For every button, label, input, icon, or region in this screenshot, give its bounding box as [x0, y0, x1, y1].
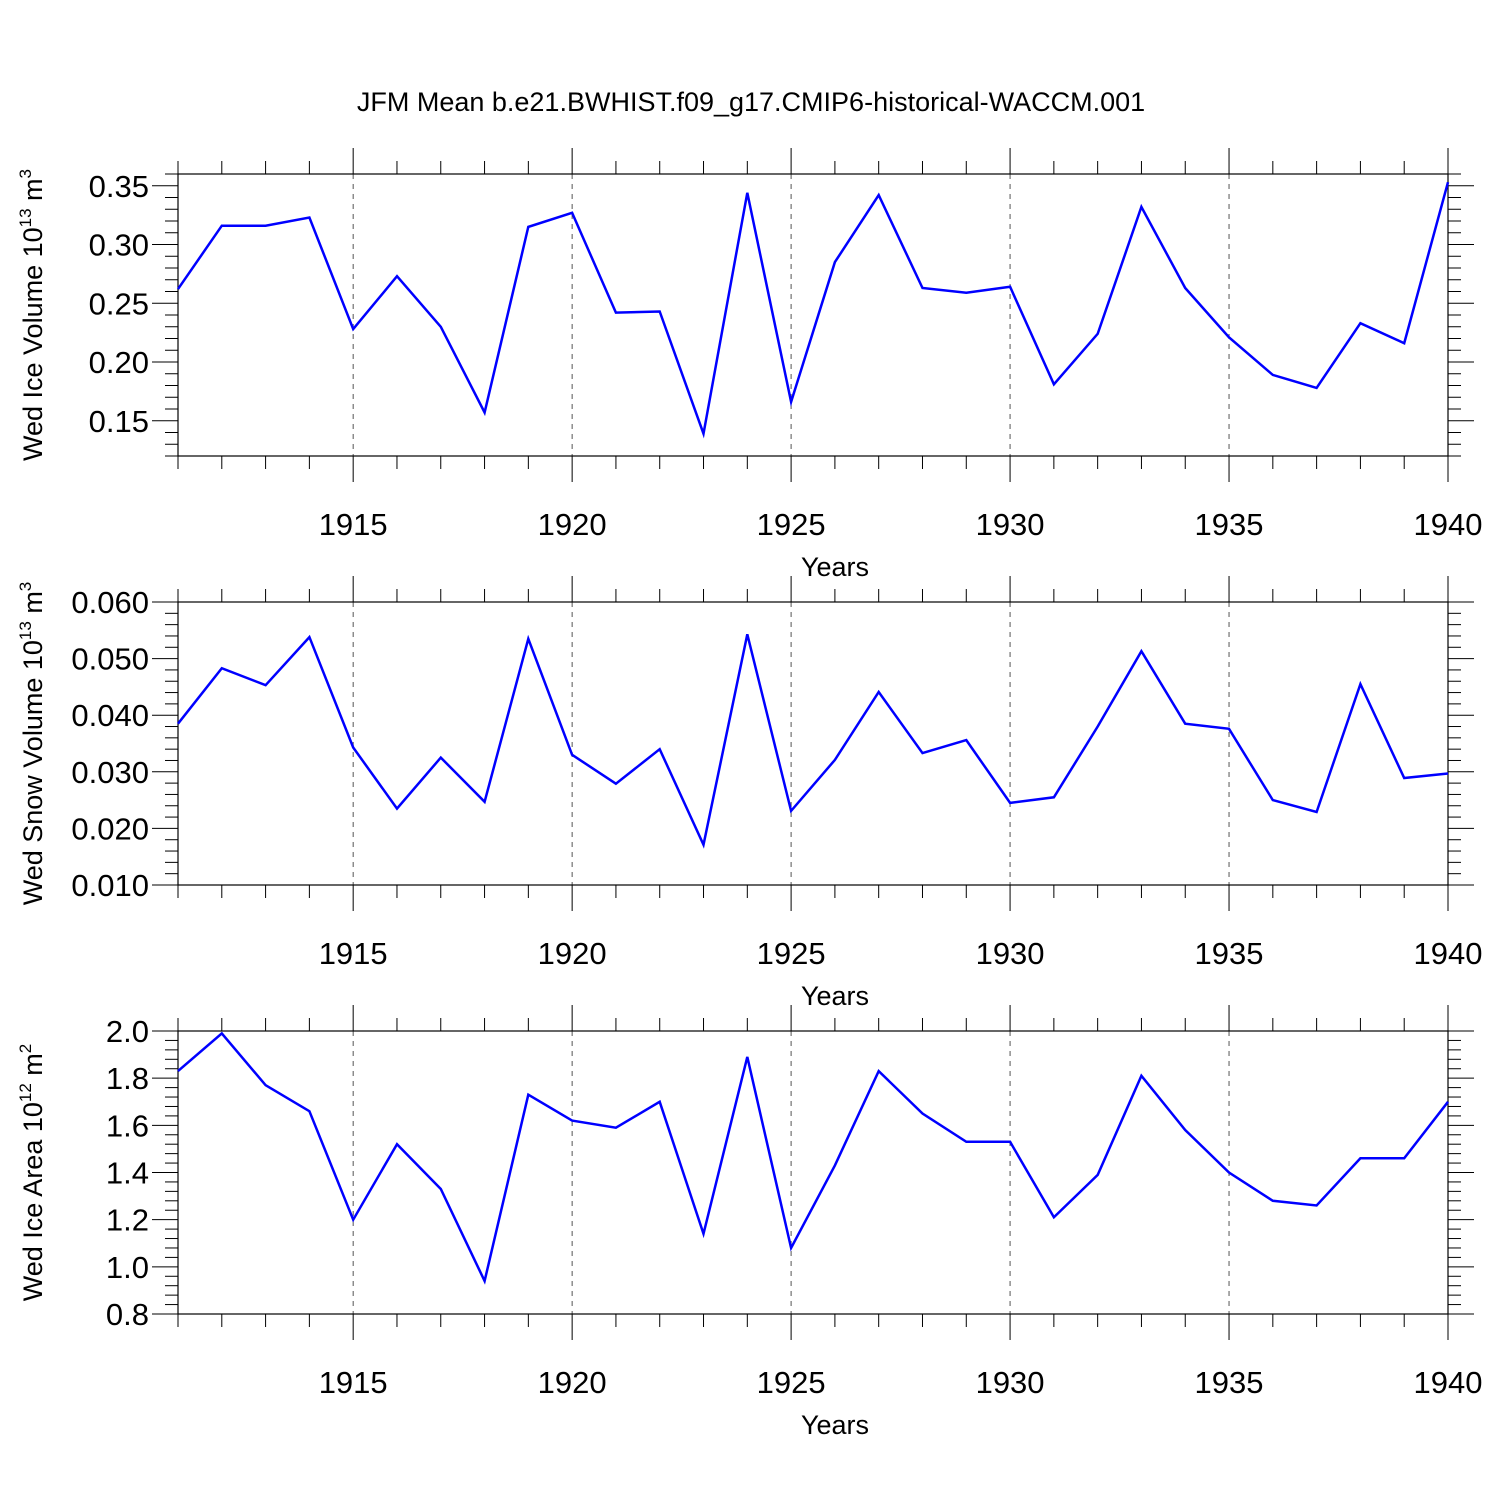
y-tick-label: 1.4 [106, 1156, 149, 1191]
y-tick-label: 0.25 [89, 286, 149, 321]
y-axis-label: Wed Ice Volume 1013 m3 [16, 169, 48, 461]
x-tick-label: 1940 [1414, 1365, 1483, 1400]
x-tick-label: 1920 [538, 507, 607, 542]
x-tick-label: 1930 [976, 936, 1045, 971]
x-tick-label: 1925 [757, 507, 826, 542]
chart-panel-2: 0.010 0.020 0.030 0.040 0.050 0.060 1915 1920 19… [16, 576, 1482, 1011]
y-tick-label: 0.010 [71, 868, 149, 903]
y-axis-label: Wed Snow Volume 1013 m3 [16, 582, 48, 906]
y-tick-label: 0.30 [89, 228, 149, 263]
y-tick-label: 0.050 [71, 642, 149, 677]
x-tick-label: 1920 [538, 936, 607, 971]
x-tick-label: 1920 [538, 1365, 607, 1400]
x-tick-label: 1925 [757, 1365, 826, 1400]
y-tick-label: 0.15 [89, 404, 149, 439]
x-axis-label: Years [801, 1410, 869, 1440]
x-tick-label: 1940 [1414, 507, 1483, 542]
x-tick-label: 1930 [976, 507, 1045, 542]
x-tick-label: 1935 [1195, 1365, 1264, 1400]
x-axis-label: Years [801, 981, 869, 1011]
chart-panel-1: 0.15 0.20 0.25 0.30 0.35 1915 1920 1925 1930 1935… [16, 148, 1482, 582]
y-tick-label: 1.2 [106, 1203, 149, 1238]
x-tick-label: 1940 [1414, 936, 1483, 971]
y-tick-label: 1.0 [106, 1250, 149, 1285]
x-axis-label: Years [801, 552, 869, 582]
x-tick-label: 1935 [1195, 936, 1264, 971]
y-tick-label: 0.060 [71, 585, 149, 620]
series-line [177, 633, 1449, 849]
y-tick-label: 2.0 [106, 1014, 149, 1049]
plot-frame [177, 1030, 1449, 1315]
plot-frame [177, 601, 1449, 886]
x-tick-label: 1925 [757, 936, 826, 971]
y-tick-label: 0.030 [71, 755, 149, 790]
plot-frame [177, 173, 1449, 457]
figure-title: JFM Mean b.e21.BWHIST.f09_g17.CMIP6-hist… [357, 87, 1145, 117]
y-tick-label: 1.8 [106, 1061, 149, 1096]
y-tick-label: 0.8 [106, 1297, 149, 1332]
series-line [177, 1031, 1449, 1285]
y-tick-label: 1.6 [106, 1108, 149, 1143]
series-line [176, 181, 1450, 439]
x-tick-label: 1915 [319, 936, 388, 971]
x-tick-label: 1935 [1195, 507, 1264, 542]
y-tick-label: 0.20 [89, 345, 149, 380]
x-tick-label: 1930 [976, 1365, 1045, 1400]
y-axis-label: Wed Ice Area 1012 m2 [16, 1044, 48, 1302]
y-tick-label: 0.040 [71, 698, 149, 733]
x-tick-label: 1915 [319, 1365, 388, 1400]
y-tick-label: 0.020 [71, 811, 149, 846]
x-tick-label: 1915 [319, 507, 388, 542]
chart-panel-3: 0.8 1.0 1.2 1.4 1.6 1.8 2.0 1915 1920 1925 1930 193… [16, 1005, 1482, 1440]
y-tick-label: 0.35 [89, 169, 149, 204]
